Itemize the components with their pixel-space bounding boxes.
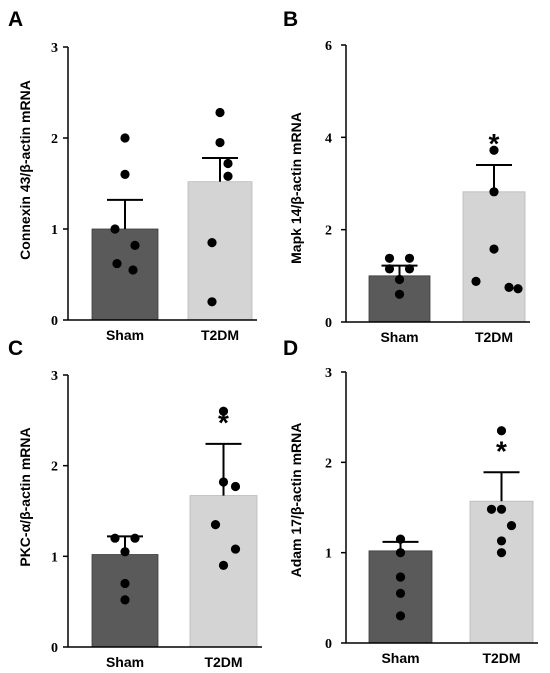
data-point — [120, 547, 130, 557]
data-point — [223, 158, 233, 169]
data-point — [128, 265, 138, 275]
data-point — [489, 244, 499, 254]
category-label: T2DM — [475, 329, 513, 345]
data-point — [395, 588, 406, 598]
category-label: T2DM — [201, 327, 239, 343]
data-point — [218, 560, 229, 571]
y-tick-label: 2 — [325, 456, 332, 471]
bar-t2dm — [462, 191, 526, 323]
data-point — [210, 520, 221, 530]
data-point — [496, 504, 507, 514]
data-point — [120, 578, 130, 589]
category-label: Sham — [106, 654, 144, 670]
data-point — [223, 171, 233, 181]
panel-letter: C — [8, 337, 23, 360]
data-point — [120, 133, 130, 143]
data-point — [486, 504, 497, 514]
data-point — [394, 289, 405, 299]
data-point — [395, 548, 406, 558]
panel-d: D Sham T2DM * 0 1 2 3 Adam 17/β-actin mRNA — [283, 337, 538, 666]
panel-letter: D — [283, 337, 298, 360]
y-axis-title: PKC-α/β-actin mRNA — [17, 427, 33, 566]
y-tick-label: 1 — [325, 547, 332, 562]
y-tick-label: 0 — [51, 314, 58, 329]
y-axis-title: Connexin 43/β-actin mRNA — [17, 80, 33, 260]
data-point — [471, 276, 481, 286]
bar-t2dm — [187, 181, 253, 321]
data-point — [496, 536, 507, 546]
panel-letter: A — [8, 8, 23, 31]
data-point — [504, 282, 514, 292]
data-point — [513, 284, 523, 294]
panel-a: A Sham T2DM 0 1 2 3 Connexin 43/β-actin mRNA — [8, 8, 257, 343]
significance-star: * — [496, 435, 507, 466]
panel-letter: B — [283, 8, 298, 31]
data-point — [207, 238, 217, 248]
data-point — [130, 240, 140, 250]
data-point — [394, 274, 405, 285]
y-tick-label: 3 — [51, 369, 58, 384]
data-point — [395, 572, 406, 582]
y-tick-label: 0 — [325, 637, 332, 652]
y-tick-label: 0 — [325, 316, 332, 331]
data-point — [230, 481, 241, 492]
panel-c: C Sham T2DM * 0 1 2 3 PKC-α/β-actin mRNA — [8, 337, 262, 670]
data-point — [207, 297, 217, 307]
category-label: Sham — [106, 327, 144, 343]
data-point — [404, 264, 415, 274]
data-point — [489, 187, 499, 197]
data-point — [110, 533, 120, 543]
bar-t2dm — [189, 495, 258, 648]
y-tick-label: 1 — [51, 223, 58, 238]
bar-t2dm — [469, 500, 534, 644]
data-point — [215, 137, 225, 148]
y-axis-title: Adam 17/β-actin mRNA — [288, 423, 304, 578]
data-point — [218, 477, 229, 487]
data-point — [218, 406, 229, 416]
data-point — [384, 264, 395, 274]
category-label: Sham — [380, 329, 418, 345]
bar-sham — [91, 228, 159, 321]
data-point — [489, 145, 499, 155]
data-point — [395, 611, 406, 621]
data-point — [230, 544, 241, 554]
y-tick-label: 3 — [325, 366, 332, 381]
significance-star: * — [489, 128, 500, 159]
data-point — [496, 426, 507, 436]
y-axis-title: Mapk 14/β-actin mRNA — [288, 112, 304, 264]
y-tick-label: 3 — [51, 41, 58, 56]
data-point — [395, 534, 406, 544]
data-point — [120, 169, 130, 179]
y-tick-label: 6 — [325, 39, 332, 54]
y-tick-label: 0 — [51, 641, 58, 656]
significance-star: * — [218, 407, 229, 438]
data-point — [130, 533, 140, 543]
y-tick-label: 2 — [325, 224, 332, 239]
category-label: T2DM — [482, 650, 520, 666]
data-point — [506, 520, 517, 531]
data-point — [120, 595, 130, 605]
data-point — [404, 253, 415, 263]
category-label: T2DM — [204, 654, 242, 670]
y-tick-label: 2 — [51, 132, 58, 147]
data-point — [384, 253, 395, 263]
data-point — [110, 224, 120, 234]
data-point — [496, 548, 507, 558]
y-tick-label: 1 — [51, 550, 58, 565]
data-point — [215, 107, 225, 118]
data-point — [112, 258, 122, 269]
category-label: Sham — [381, 650, 419, 666]
y-tick-label: 2 — [51, 460, 58, 475]
y-tick-label: 4 — [325, 131, 332, 146]
panel-b: B Sham T2DM * 0 2 4 6 Mapk 14/β-actin mRNA — [283, 8, 530, 345]
